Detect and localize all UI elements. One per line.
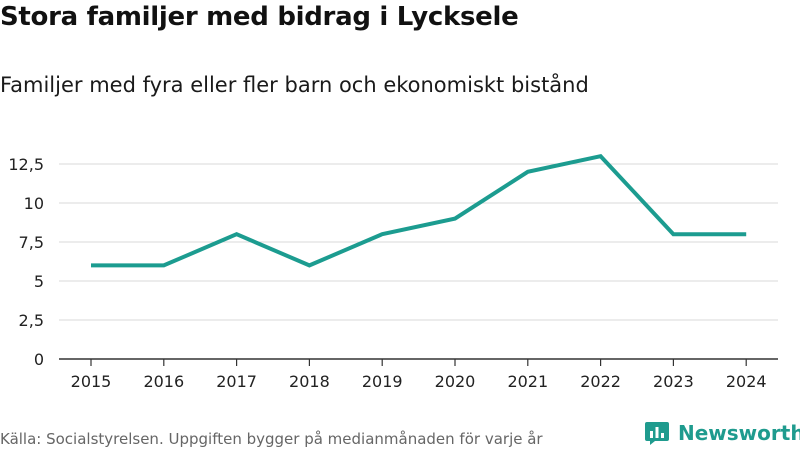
grid-lines (59, 163, 778, 321)
x-axis (59, 358, 778, 366)
data-point (671, 232, 675, 236)
data-point (526, 170, 530, 174)
y-axis-tick-labels: 0 2,5 5 7,5 10 12,5 (8, 155, 44, 369)
data-point (380, 232, 384, 236)
series-layer (89, 154, 748, 268)
y-tick-label: 0 (34, 350, 44, 369)
data-point (307, 263, 311, 267)
x-tick-label: 2022 (580, 372, 621, 391)
x-tick-label: 2015 (71, 372, 112, 391)
data-point (744, 232, 748, 236)
y-tick-label: 10 (24, 194, 44, 213)
chart-subtitle: Familjer med fyra eller fler barn och ek… (0, 73, 589, 97)
y-tick-label: 12,5 (8, 155, 44, 174)
y-tick-label: 2,5 (19, 311, 44, 330)
brand-name: Newsworthy (678, 421, 800, 445)
chart-title: Stora familjer med bidrag i Lycksele (0, 2, 519, 32)
x-axis-tick-labels: 2015 2016 2017 2018 2019 2020 2021 2022 2023 2024 (71, 372, 767, 391)
data-point (89, 263, 93, 267)
x-tick-label: 2019 (362, 372, 403, 391)
x-tick-label: 2024 (726, 372, 767, 391)
y-tick-label: 5 (34, 272, 44, 291)
data-point (599, 154, 603, 158)
x-tick-label: 2021 (507, 372, 548, 391)
data-point (162, 263, 166, 267)
series-line (91, 154, 747, 268)
x-tick-label: 2017 (216, 372, 257, 391)
data-point (235, 232, 239, 236)
x-tick-label: 2020 (435, 372, 476, 391)
source-note: Källa: Socialstyrelsen. Uppgiften bygger… (0, 430, 543, 448)
x-tick-label: 2023 (653, 372, 694, 391)
bar-chart-icon (645, 422, 669, 445)
data-point (453, 217, 457, 221)
x-tick-label: 2018 (289, 372, 330, 391)
brand-logo[interactable]: Newsworthy (644, 420, 800, 446)
y-tick-label: 7,5 (19, 233, 44, 252)
x-tick-label: 2016 (143, 372, 184, 391)
